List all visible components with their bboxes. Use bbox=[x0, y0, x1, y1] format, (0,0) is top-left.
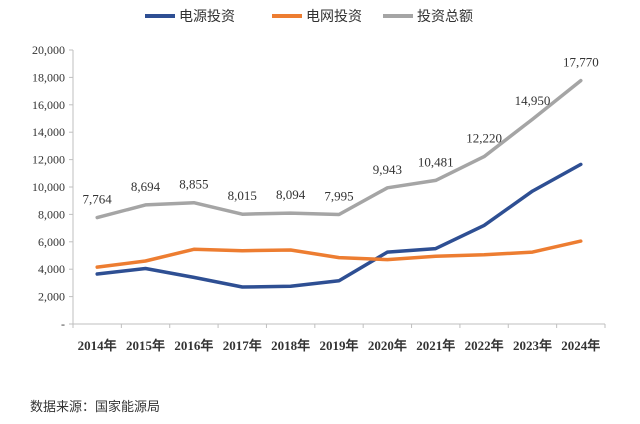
y-tick-label: 16,000 bbox=[32, 98, 65, 112]
series-line-2 bbox=[95, 239, 583, 269]
legend-label-2: 电网投资 bbox=[306, 9, 362, 25]
x-tick-label: 2014年 bbox=[78, 338, 117, 353]
y-tick-label: 6,000 bbox=[38, 235, 65, 249]
x-tick-label: 2015年 bbox=[126, 338, 165, 353]
data-label: 9,943 bbox=[373, 162, 402, 177]
y-tick-label: 4,000 bbox=[38, 262, 65, 276]
x-tick-label: 2019年 bbox=[319, 338, 358, 353]
series-line-1 bbox=[95, 162, 583, 289]
data-label: 7,764 bbox=[83, 192, 113, 207]
data-label: 8,855 bbox=[179, 177, 208, 192]
legend-label-3: 投资总额 bbox=[417, 9, 473, 25]
data-label: 17,770 bbox=[563, 55, 599, 70]
data-label: 8,694 bbox=[131, 179, 161, 194]
data-label: 8,094 bbox=[276, 187, 306, 202]
x-tick-label: 2018年 bbox=[271, 338, 310, 353]
x-tick-label: 2024年 bbox=[561, 338, 600, 353]
source-note: 数据来源：国家能源局 bbox=[30, 400, 161, 415]
x-tick-label: 2017年 bbox=[223, 338, 262, 353]
x-tick-label: 2020年 bbox=[368, 338, 407, 353]
x-tick-label: 2022年 bbox=[465, 338, 504, 353]
data-label: 7,995 bbox=[324, 188, 353, 203]
data-label: 14,950 bbox=[515, 93, 551, 108]
y-tick-label: 2,000 bbox=[38, 290, 65, 304]
y-tick-label: 18,000 bbox=[32, 70, 65, 84]
legend: 电源投资 电网投资 投资总额 bbox=[145, 9, 473, 25]
series-lines bbox=[95, 78, 583, 289]
x-tick-label: 2021年 bbox=[416, 338, 455, 353]
y-tick-label: 20,000 bbox=[32, 43, 65, 57]
data-label: 10,481 bbox=[418, 154, 454, 169]
data-label: 8,015 bbox=[228, 188, 257, 203]
y-tick-label: 12,000 bbox=[32, 153, 65, 167]
series-line-3 bbox=[95, 78, 583, 220]
axes: - 2,000 4,000 6,000 8,000 10,000 12,000 14,000 1… bbox=[32, 43, 606, 353]
x-tick-label: 2016年 bbox=[174, 338, 213, 353]
y-tick-label: - bbox=[61, 317, 65, 331]
legend-label-1: 电源投资 bbox=[179, 9, 235, 25]
data-labels: 7,764 8,694 8,855 8,015 8,094 7,995 9,943 10,48… bbox=[83, 55, 599, 207]
y-tick-label: 8,000 bbox=[38, 207, 65, 221]
y-tick-label: 10,000 bbox=[32, 180, 65, 194]
y-tick-label: 14,000 bbox=[32, 125, 65, 139]
x-tick-label: 2023年 bbox=[513, 338, 552, 353]
data-label: 12,220 bbox=[466, 131, 502, 146]
